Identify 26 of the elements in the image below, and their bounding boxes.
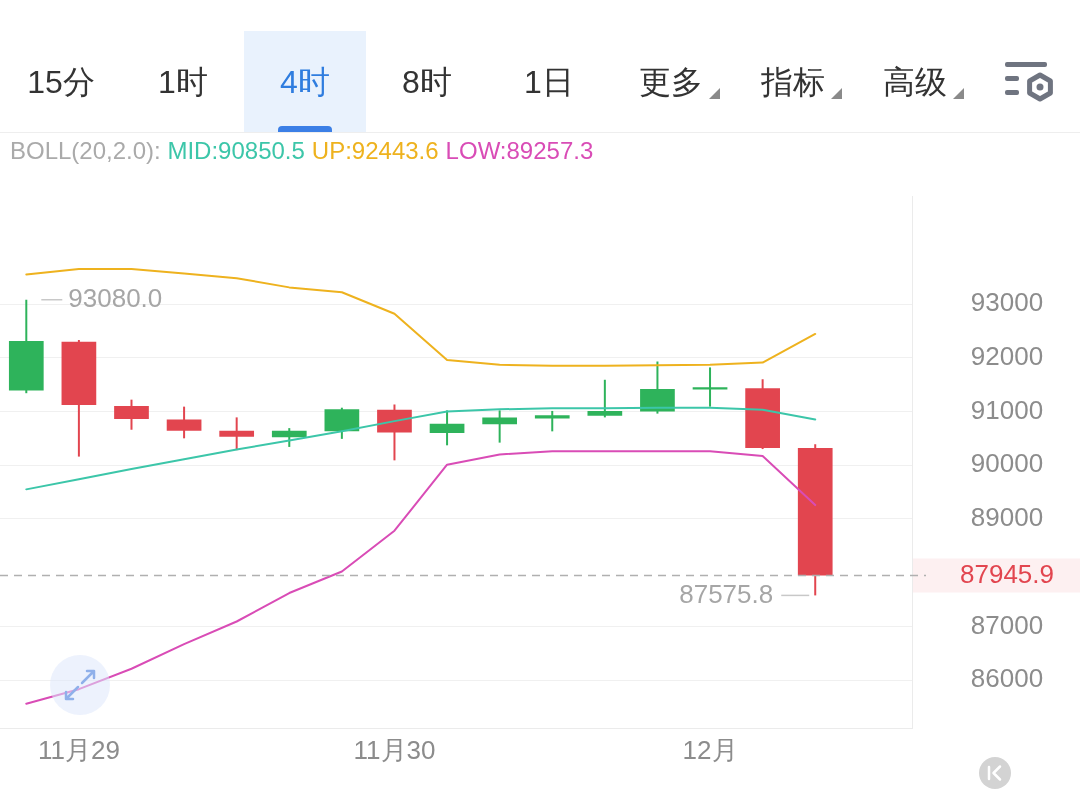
candlestick: [692, 367, 728, 407]
annotation: 93080.0: [68, 282, 163, 313]
text: MID:90850.5: [167, 137, 305, 164]
text: 1时: [158, 64, 208, 100]
y-tick-label: 92000: [970, 340, 1044, 371]
y-tick-label: 87945.9: [960, 558, 1054, 589]
x-tick-label: 12月: [682, 735, 738, 766]
y-tick-label: 86000: [970, 663, 1044, 694]
text: UP:92443.6: [311, 137, 439, 164]
text: 更多: [639, 64, 703, 100]
text: LOW:89257.3: [445, 137, 594, 164]
y-tick-label: 93000: [970, 287, 1044, 318]
y-tick-label: 91000: [970, 394, 1044, 425]
legend-title: BOLL(20,2.0):: [10, 137, 162, 164]
y-tick-label: 87000: [970, 609, 1044, 640]
text: 1日: [524, 64, 574, 100]
y-tick-label: 90000: [970, 448, 1044, 479]
text: 15分: [27, 64, 95, 100]
text: 指标: [761, 64, 825, 100]
text: 高级: [883, 64, 947, 100]
y-tick-label: 89000: [970, 502, 1044, 533]
text: 4时: [280, 64, 330, 100]
text: 8时: [402, 64, 452, 100]
x-tick-label: 11月30: [353, 735, 436, 766]
annotation: 87575.8: [679, 578, 774, 609]
x-tick-label: 11月29: [37, 735, 120, 766]
